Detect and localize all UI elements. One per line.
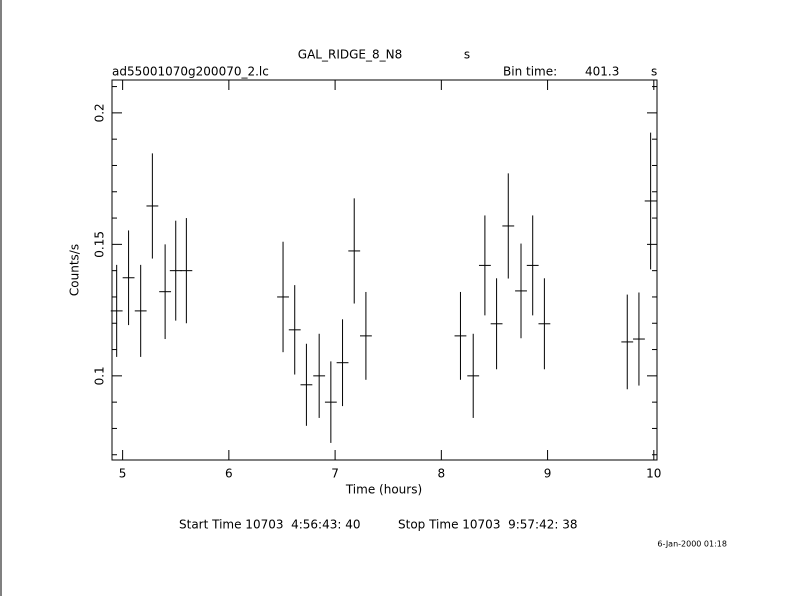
plot-frame bbox=[111, 79, 658, 461]
chart-title: GAL_RIDGE_8_N8 bbox=[298, 48, 402, 62]
footer-date: 6-Jan-2000 01:18 bbox=[657, 540, 727, 549]
bin-time: 401.3 bbox=[585, 65, 619, 79]
x-tick-label: 6 bbox=[225, 467, 233, 481]
title-unit: s bbox=[464, 48, 470, 62]
x-tick-label: 9 bbox=[544, 467, 552, 481]
y-axis-label: Counts/s bbox=[68, 244, 82, 296]
start-time: Start Time 10703 4:56:43: 40 bbox=[179, 518, 361, 532]
y-tick-label: 0.1 bbox=[93, 366, 107, 385]
y-tick-label: 0.2 bbox=[93, 103, 107, 122]
x-tick-label: 10 bbox=[646, 467, 661, 481]
bin-time-label: Bin time: bbox=[503, 65, 557, 79]
stop-time: Stop Time 10703 9:57:42: 38 bbox=[398, 518, 577, 532]
y-tick-label: 0.15 bbox=[93, 231, 107, 258]
x-tick-label: 5 bbox=[119, 467, 127, 481]
x-tick-label: 8 bbox=[438, 467, 446, 481]
bin-time-unit: s bbox=[651, 65, 657, 79]
x-axis-label: Time (hours) bbox=[345, 483, 422, 497]
x-tick-label: 7 bbox=[331, 467, 339, 481]
file-name: ad55001070g200070_2.lc bbox=[112, 65, 269, 79]
